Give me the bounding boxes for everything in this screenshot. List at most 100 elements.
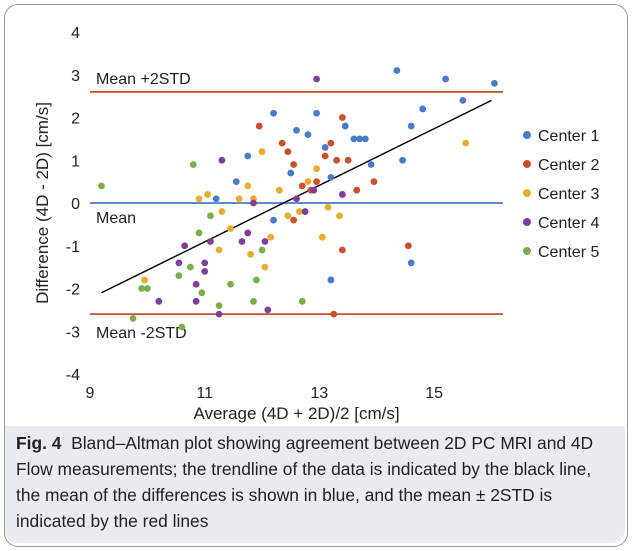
legend-marker [523,189,531,197]
data-point [336,212,343,220]
data-point [175,259,183,267]
y-tick-label: 4 [71,25,80,42]
legend-label: Center 5 [538,244,599,261]
data-point [207,212,214,220]
data-point [338,246,346,254]
data-point [270,216,277,224]
data-point [367,161,375,168]
data-point [212,195,220,203]
y-tick-label: -1 [66,239,80,256]
caption-background [5,426,625,543]
y-tick-label: -3 [66,324,80,341]
data-point [356,135,363,143]
data-point [313,109,320,117]
data-point [270,109,277,117]
data-point [238,238,246,245]
data-point [327,139,335,147]
caption-text: Bland–Altman plot showing agreement betw… [16,433,594,531]
data-point [327,173,335,181]
data-point [247,250,255,258]
data-point [442,75,450,83]
data-point [227,225,234,233]
data-point [261,238,269,245]
data-point [338,191,346,198]
data-point [321,152,329,160]
data-point [218,156,226,164]
data-point [393,67,401,74]
data-point [290,216,298,224]
data-point [201,259,209,267]
reference-lines: Mean +2STD Mean Mean -2STD [90,71,503,342]
data-point [192,280,200,288]
y-tick-label: 2 [71,111,80,128]
data-point [98,182,105,190]
data-point [155,297,163,305]
legend-marker [523,247,531,255]
data-point [207,238,214,245]
data-point [490,79,498,87]
data-point [275,186,283,194]
data-point [261,263,269,271]
legend-label: Center 2 [538,157,599,174]
data-point [321,144,329,151]
legend-label: Center 3 [538,186,599,203]
data-point [350,135,358,143]
data-point [313,75,320,83]
data-point [341,122,349,130]
data-point [370,178,378,186]
data-point [255,122,263,130]
data-point [244,182,252,190]
data-point [290,161,298,168]
data-point [215,302,223,309]
data-point [178,323,186,331]
axis-labels: Average (4D + 2D)/2 [cm/s] Difference (4D… [33,102,400,423]
data-point [252,276,260,284]
data-point [344,156,352,164]
data-points [98,67,498,331]
legend-marker [523,131,531,139]
data-point [189,161,197,168]
legend-marker [523,160,531,168]
reference-line-label: Mean -2STD [96,325,187,342]
legend: Center 1 Center 2 Center 3 Center 4 Center 5 [523,128,599,261]
figure-label: Fig. 4 [16,433,62,453]
data-point [278,139,286,147]
data-point [318,233,326,241]
data-point [333,156,341,164]
y-tick-label: 1 [71,153,80,170]
data-point [295,208,303,215]
data-point [244,229,252,237]
data-point [399,156,407,164]
x-tick-label: 9 [86,385,95,402]
data-point [298,182,306,190]
x-axis-label: Average (4D + 2D)/2 [cm/s] [193,404,399,423]
x-tick-label: 13 [311,385,329,402]
data-point [192,297,200,305]
data-point [327,276,335,284]
data-point [195,229,203,237]
y-axis-label: Difference (4D - 2D) [cm/s] [33,102,52,304]
data-point [204,191,211,198]
data-point [353,186,361,194]
x-tick-label: 11 [196,385,213,402]
data-point [195,195,203,203]
data-point [338,114,346,121]
data-point [198,289,206,297]
data-point [330,310,338,318]
data-point [201,268,209,275]
reference-line-label: Mean [96,210,136,227]
data-point [227,280,234,288]
data-point [264,306,272,314]
data-point [215,310,223,318]
data-point [129,315,137,322]
data-point [293,195,300,203]
legend-label: Center 1 [538,128,599,145]
y-tick-label: 3 [71,68,80,85]
data-point [258,246,266,254]
data-point [143,285,151,292]
data-point [304,178,312,186]
data-point [284,148,292,156]
y-tick-label: 0 [71,196,80,213]
data-point [186,263,194,271]
